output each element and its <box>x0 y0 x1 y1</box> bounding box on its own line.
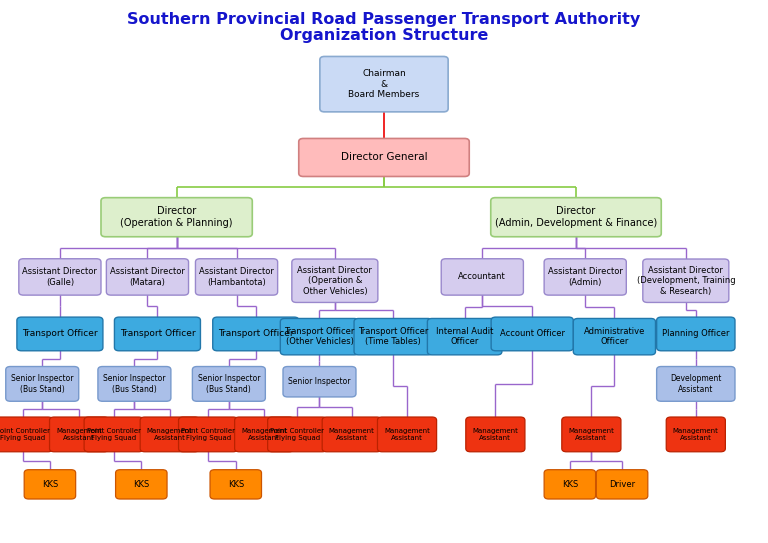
Text: Assistant Director
(Admin): Assistant Director (Admin) <box>548 267 623 287</box>
Text: Planning Officer: Planning Officer <box>662 330 730 338</box>
FancyBboxPatch shape <box>544 470 596 499</box>
FancyBboxPatch shape <box>178 417 238 452</box>
Text: KKS: KKS <box>227 480 244 489</box>
FancyBboxPatch shape <box>597 470 648 499</box>
Text: Management
Assistant: Management Assistant <box>241 428 287 441</box>
FancyBboxPatch shape <box>643 259 729 302</box>
FancyBboxPatch shape <box>192 367 266 401</box>
Text: Point Controller
Flying Squad: Point Controller Flying Squad <box>0 428 50 441</box>
Text: Southern Provincial Road Passenger Transport Authority: Southern Provincial Road Passenger Trans… <box>127 12 641 27</box>
Text: Assistant Director
(Operation &
Other Vehicles): Assistant Director (Operation & Other Ve… <box>297 266 372 295</box>
FancyBboxPatch shape <box>280 318 359 355</box>
FancyBboxPatch shape <box>235 417 293 452</box>
FancyBboxPatch shape <box>268 417 327 452</box>
Text: Transport Officer
(Time Tables): Transport Officer (Time Tables) <box>358 327 429 346</box>
FancyBboxPatch shape <box>562 417 621 452</box>
FancyBboxPatch shape <box>573 318 656 355</box>
FancyBboxPatch shape <box>140 417 199 452</box>
FancyBboxPatch shape <box>378 417 436 452</box>
Text: KKS: KKS <box>41 480 58 489</box>
FancyBboxPatch shape <box>492 317 573 351</box>
Text: Transport Officer: Transport Officer <box>218 330 293 338</box>
Text: Transport Officer: Transport Officer <box>22 330 98 338</box>
Text: Accountant: Accountant <box>458 273 506 281</box>
Text: Point Controller
Flying Squad: Point Controller Flying Squad <box>270 428 324 441</box>
Text: Senior Inspector
(Bus Stand): Senior Inspector (Bus Stand) <box>197 374 260 394</box>
FancyBboxPatch shape <box>354 318 432 355</box>
Text: Assistant Director
(Galle): Assistant Director (Galle) <box>22 267 98 287</box>
Text: Assistant Director
(Hambantota): Assistant Director (Hambantota) <box>199 267 274 287</box>
Text: Organization Structure: Organization Structure <box>280 28 488 43</box>
FancyBboxPatch shape <box>657 367 735 401</box>
FancyBboxPatch shape <box>17 317 103 351</box>
Text: Management
Assistant: Management Assistant <box>329 428 375 441</box>
Text: Director General: Director General <box>341 153 427 162</box>
Text: Assistant Director
(Matara): Assistant Director (Matara) <box>110 267 185 287</box>
FancyBboxPatch shape <box>427 318 502 355</box>
Text: Senior Inspector
(Bus Stand): Senior Inspector (Bus Stand) <box>103 374 166 394</box>
FancyBboxPatch shape <box>319 56 449 112</box>
FancyBboxPatch shape <box>101 198 252 237</box>
Text: Management
Assistant: Management Assistant <box>384 428 430 441</box>
Text: Driver: Driver <box>609 480 635 489</box>
Text: Development
Assistant: Development Assistant <box>670 374 721 394</box>
FancyBboxPatch shape <box>0 417 52 452</box>
Text: Management
Assistant: Management Assistant <box>147 428 193 441</box>
FancyBboxPatch shape <box>283 367 356 397</box>
FancyBboxPatch shape <box>441 259 524 295</box>
FancyBboxPatch shape <box>195 259 278 295</box>
FancyBboxPatch shape <box>18 259 101 295</box>
FancyBboxPatch shape <box>114 317 200 351</box>
FancyBboxPatch shape <box>84 417 143 452</box>
FancyBboxPatch shape <box>544 259 626 295</box>
Text: KKS: KKS <box>133 480 150 489</box>
FancyBboxPatch shape <box>5 367 78 401</box>
Text: Assistant Director
(Development, Training
& Research): Assistant Director (Development, Trainin… <box>637 266 735 295</box>
Text: Management
Assistant: Management Assistant <box>56 428 102 441</box>
FancyBboxPatch shape <box>98 367 170 401</box>
FancyBboxPatch shape <box>213 317 299 351</box>
Text: Administrative
Officer: Administrative Officer <box>584 327 645 346</box>
Text: Account Officer: Account Officer <box>500 330 564 338</box>
Text: Management
Assistant: Management Assistant <box>673 428 719 441</box>
FancyBboxPatch shape <box>115 470 167 499</box>
Text: Internal Audit
Officer: Internal Audit Officer <box>436 327 493 346</box>
Text: Director
(Operation & Planning): Director (Operation & Planning) <box>121 206 233 228</box>
Text: Management
Assistant: Management Assistant <box>472 428 518 441</box>
FancyBboxPatch shape <box>323 417 381 452</box>
Text: Point Controller
Flying Squad: Point Controller Flying Squad <box>181 428 235 441</box>
FancyBboxPatch shape <box>210 470 261 499</box>
FancyBboxPatch shape <box>106 259 188 295</box>
FancyBboxPatch shape <box>666 417 725 452</box>
FancyBboxPatch shape <box>491 198 661 237</box>
Text: Point Controller
Flying Squad: Point Controller Flying Squad <box>87 428 141 441</box>
Text: Senior Inspector
(Bus Stand): Senior Inspector (Bus Stand) <box>11 374 74 394</box>
FancyBboxPatch shape <box>465 417 525 452</box>
FancyBboxPatch shape <box>299 138 469 176</box>
Text: Management
Assistant: Management Assistant <box>568 428 614 441</box>
FancyBboxPatch shape <box>292 259 378 302</box>
Text: Chairman
&
Board Members: Chairman & Board Members <box>349 70 419 99</box>
Text: Transport Officer
(Other Vehicles): Transport Officer (Other Vehicles) <box>284 327 355 346</box>
Text: Senior Inspector: Senior Inspector <box>288 377 351 386</box>
Text: KKS: KKS <box>561 480 578 489</box>
FancyBboxPatch shape <box>25 470 75 499</box>
Text: Transport Officer: Transport Officer <box>120 330 195 338</box>
FancyBboxPatch shape <box>657 317 735 351</box>
FancyBboxPatch shape <box>49 417 109 452</box>
Text: Director
(Admin, Development & Finance): Director (Admin, Development & Finance) <box>495 206 657 228</box>
